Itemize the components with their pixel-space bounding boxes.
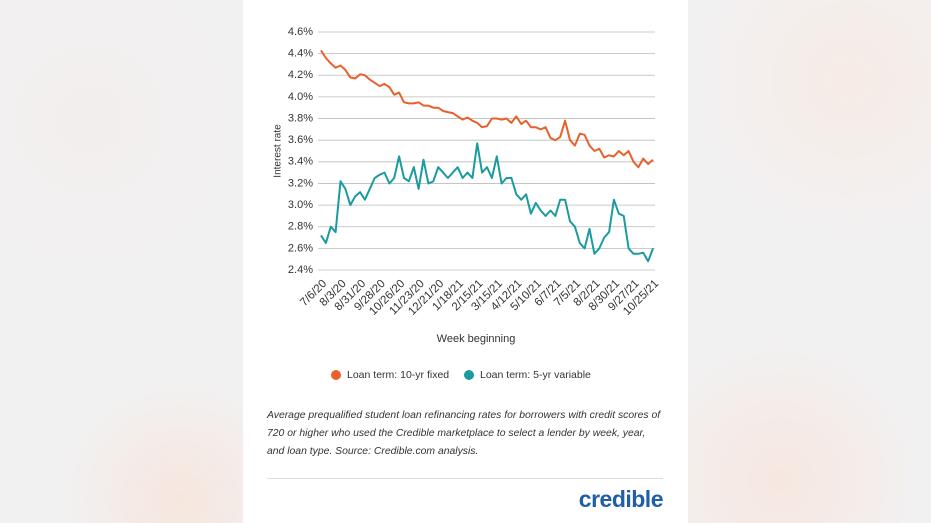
y-axis-label: Interest rate xyxy=(273,124,284,178)
line-series xyxy=(320,49,654,169)
y-tick-label: 4.6% xyxy=(288,26,313,38)
y-tick-label: 3.8% xyxy=(288,112,313,124)
legend-marker xyxy=(464,370,474,380)
y-tick-label: 3.0% xyxy=(288,199,313,211)
y-tick-label: 4.0% xyxy=(288,91,313,103)
y-tick-label: 3.6% xyxy=(288,134,313,146)
legend-marker xyxy=(331,370,341,380)
logo: credible xyxy=(578,486,664,512)
y-tick-label: 4.4% xyxy=(288,48,313,60)
legend-label: Loan term: 5-yr variable xyxy=(480,369,591,381)
divider xyxy=(267,478,663,479)
x-axis-label: Week beginning xyxy=(437,333,516,345)
caption: Average prequalified student loan refina… xyxy=(267,410,661,457)
y-tick-label: 3.4% xyxy=(288,156,313,168)
y-tick-label: 2.8% xyxy=(288,221,313,233)
line-series xyxy=(320,142,654,263)
panel xyxy=(243,0,688,523)
y-tick-label: 2.6% xyxy=(288,242,313,254)
legend-label: Loan term: 10-yr fixed xyxy=(347,369,449,381)
y-tick-label: 3.2% xyxy=(288,177,313,189)
y-tick-label: 4.2% xyxy=(288,69,313,81)
y-tick-label: 2.4% xyxy=(288,264,313,276)
